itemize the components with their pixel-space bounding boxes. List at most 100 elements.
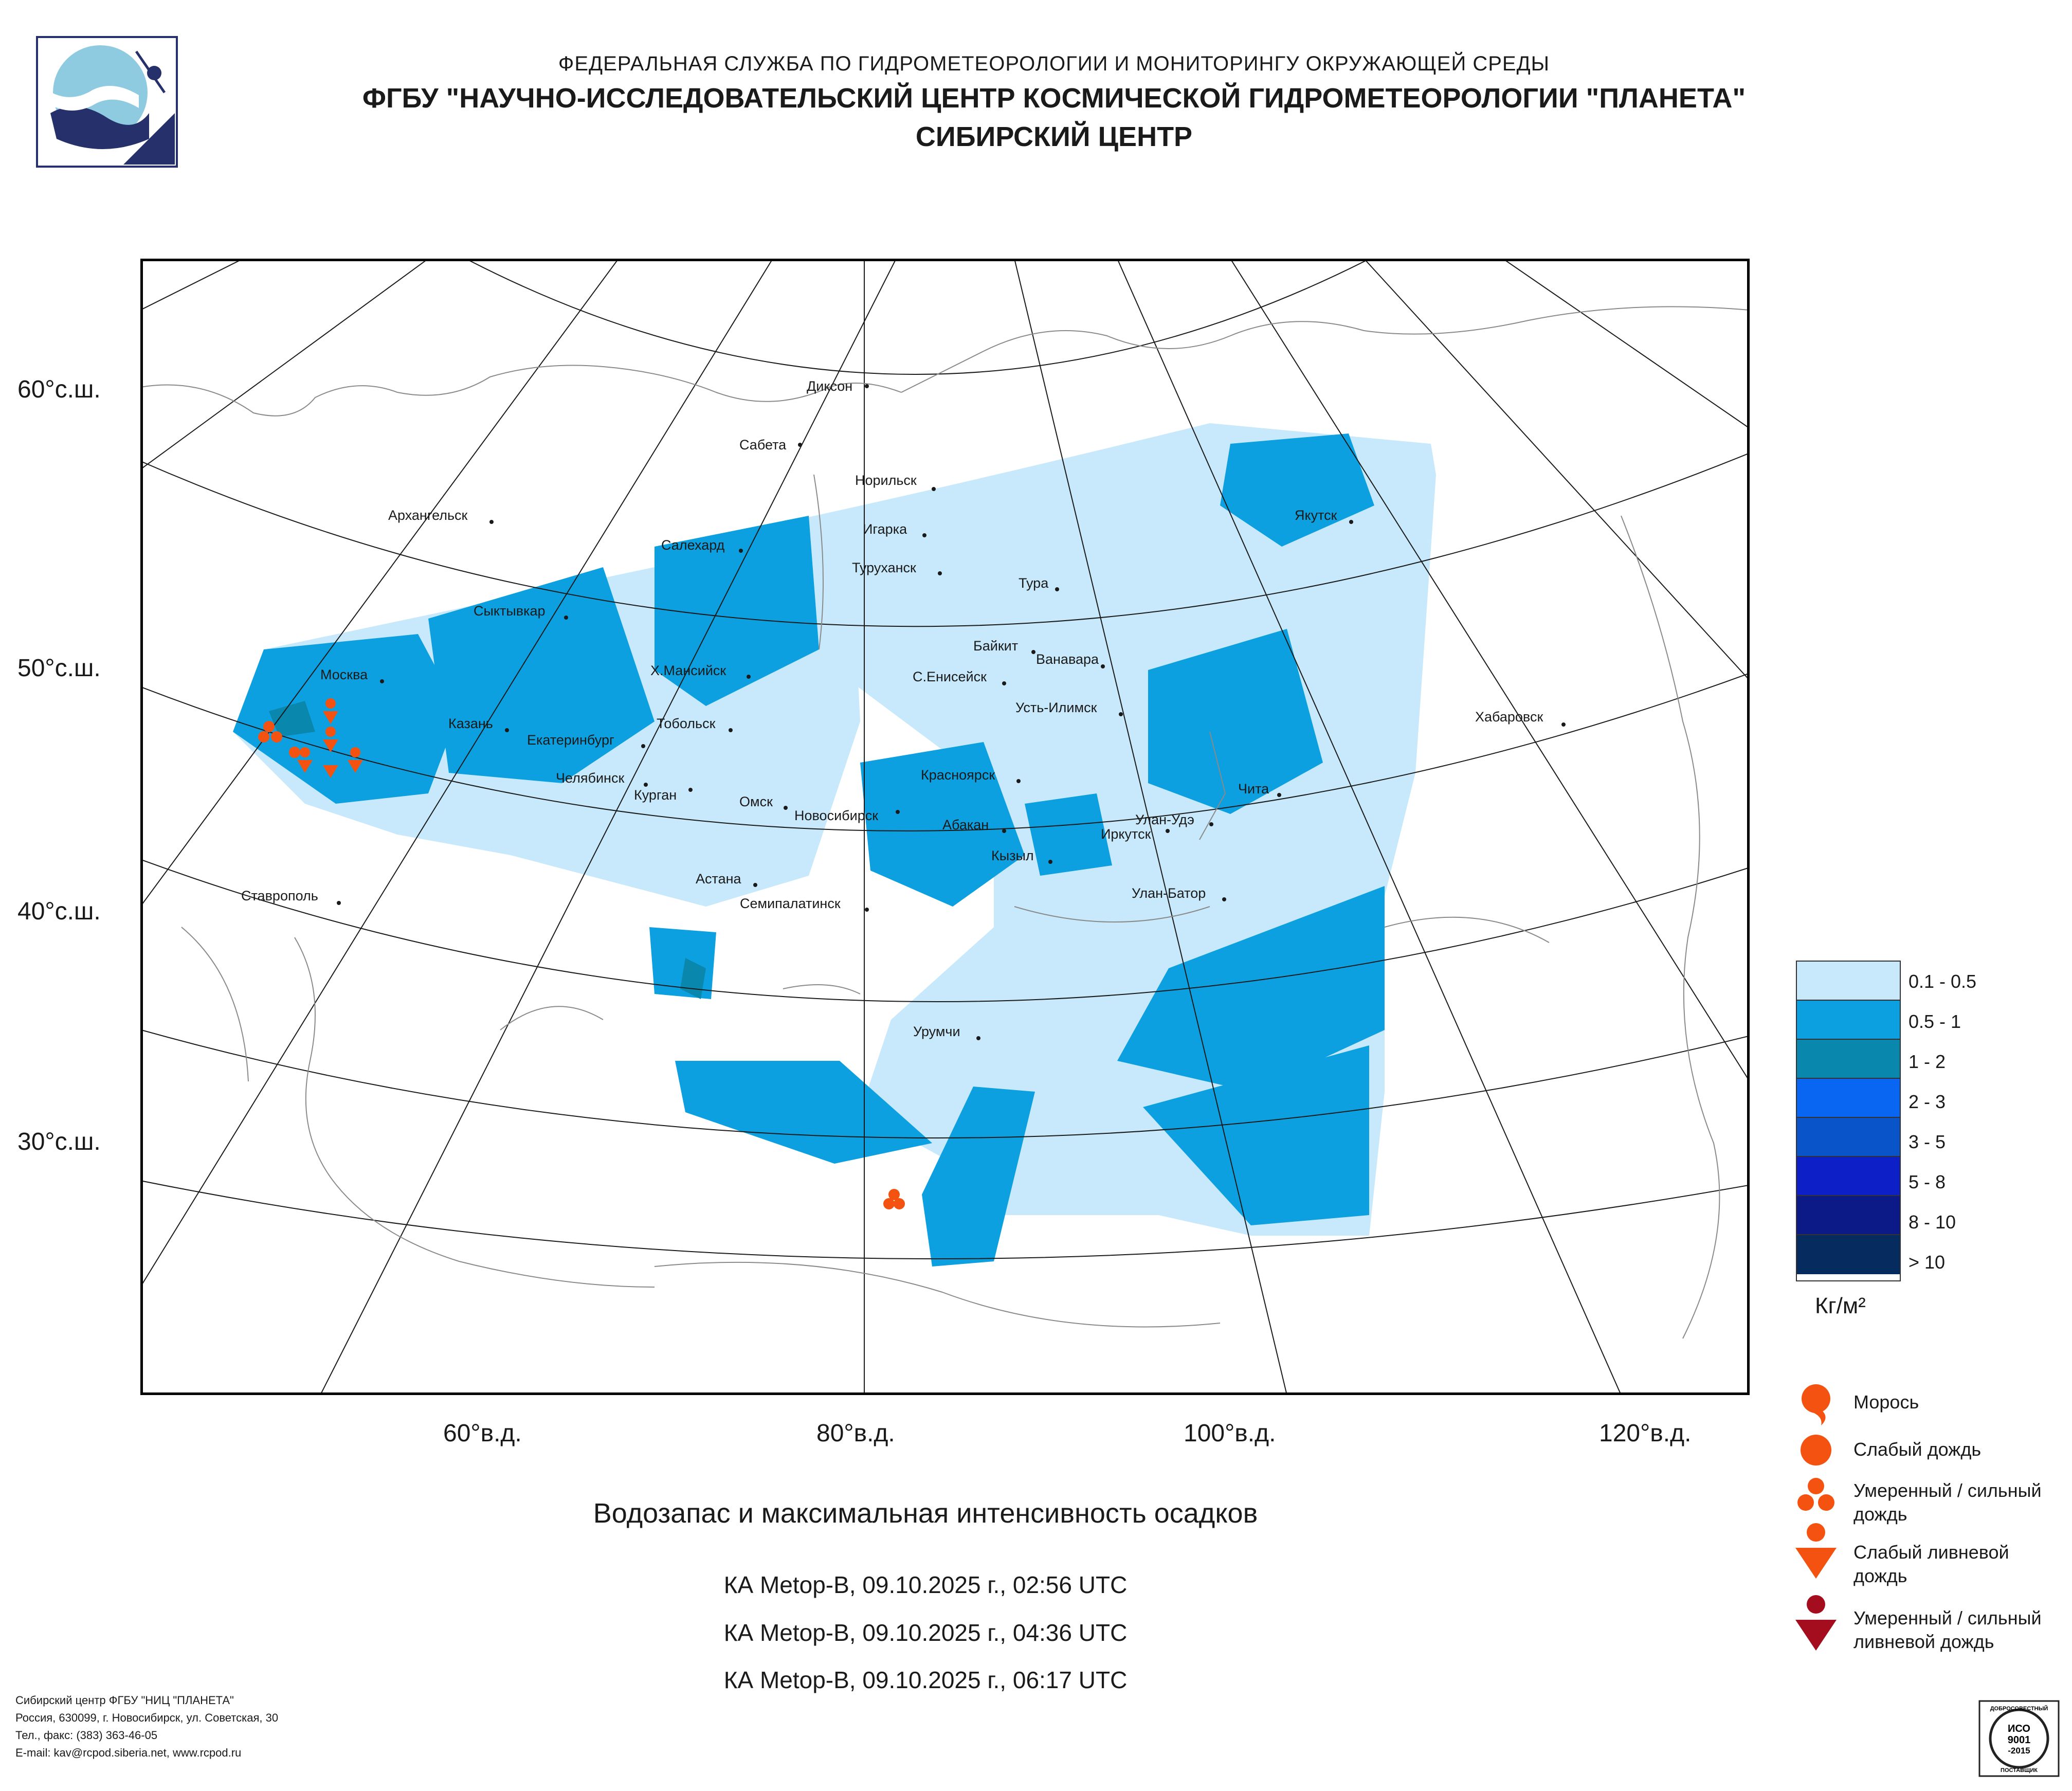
lat-label-50: 50°с.ш. <box>17 655 101 682</box>
symbol-label-drizzle: Морось <box>1853 1391 1919 1413</box>
rain-markers <box>258 698 905 1209</box>
city-omsk: Омск <box>739 794 773 809</box>
legend-label-5: 5 - 8 <box>1909 1171 1946 1192</box>
city-khanty-mansiysk: Х.Мансийск <box>650 663 726 678</box>
lat-label-60: 60°с.ш. <box>17 376 101 403</box>
meridians <box>140 259 1750 1395</box>
legend-label-4: 3 - 5 <box>1909 1131 1946 1152</box>
city-norilsk: Норильск <box>855 473 917 488</box>
city-dikson: Диксон <box>807 378 852 394</box>
city-ulan-ude: Улан-Удэ <box>1135 812 1194 827</box>
satellite-pass-2: КА Metop-B, 09.10.2025 г., 04:36 UTC <box>723 1619 1128 1646</box>
parallels <box>140 259 1750 1259</box>
coastlines <box>140 306 1750 1339</box>
city-yekaterinburg: Екатеринбург <box>527 732 614 748</box>
svg-text:ИСО: ИСО <box>2008 1723 2030 1734</box>
footer-email[interactable]: E-mail: kav@rcpod.siberia.net, www.rcpod… <box>15 1746 242 1759</box>
symbol-label-light-shower: Слабый ливневой дождь <box>1853 1542 2009 1586</box>
symbol-label-light-rain: Слабый дождь <box>1853 1439 1982 1460</box>
city-novosibirsk: Новосибирск <box>794 808 878 823</box>
symbol-legend-icons <box>1789 1378 1846 1666</box>
legend-swatch-0 <box>1797 962 1900 1001</box>
satellite-pass-3: КА Metop-B, 09.10.2025 г., 06:17 UTC <box>723 1667 1128 1693</box>
legend-label-2: 1 - 2 <box>1909 1051 1946 1072</box>
header-branch: СИБИРСКИЙ ЦЕНТР <box>915 121 1193 152</box>
city-salekhard: Салехард <box>661 537 725 553</box>
precipitation-map[interactable]: Диксон Сабета Норильск Архангельск Якутс… <box>140 259 1750 1395</box>
city-arkhangelsk: Архангельск <box>388 508 468 523</box>
city-sabeta: Сабета <box>739 437 787 453</box>
lon-label-80: 80°в.д. <box>816 1420 895 1447</box>
city-chita: Чита <box>1238 781 1269 797</box>
satellite-pass-1: КА Metop-B, 09.10.2025 г., 02:56 UTC <box>723 1571 1128 1598</box>
city-tura: Тура <box>1019 575 1049 591</box>
legend-unit: Кг/м² <box>1815 1293 1866 1318</box>
map-caption: Водозапас и максимальная интенсивность о… <box>593 1498 1258 1529</box>
city-yakutsk: Якутск <box>1295 508 1337 523</box>
city-kurgan: Курган <box>634 787 677 803</box>
legend-swatch-7 <box>1797 1235 1900 1274</box>
header-agency: ФЕДЕРАЛЬНАЯ СЛУЖБА ПО ГИДРОМЕТЕОРОЛОГИИ … <box>558 52 1550 75</box>
lon-label-60: 60°в.д. <box>443 1420 522 1447</box>
city-krasnoyarsk: Красноярск <box>921 767 995 783</box>
legend-label-7: > 10 <box>1909 1252 1946 1273</box>
city-khabarovsk: Хабаровск <box>1475 709 1543 725</box>
svg-text:ДОБРОСОВЕСТНЫЙ: ДОБРОСОВЕСТНЫЙ <box>1990 1705 2048 1712</box>
city-ulaanbaatar: Улан-Батор <box>1132 885 1206 901</box>
legend-swatch-2 <box>1797 1040 1900 1079</box>
header-center: ФГБУ "НАУЧНО-ИССЛЕДОВАТЕЛЬСКИЙ ЦЕНТР КОС… <box>362 83 1746 114</box>
precip-areas <box>233 433 1385 1267</box>
legend-swatch-6 <box>1797 1196 1900 1235</box>
lat-label-40: 40°с.ш. <box>17 898 101 925</box>
city-igarka: Игарка <box>863 521 907 537</box>
lat-label-30: 30°с.ш. <box>17 1128 101 1155</box>
iso-9001-badge: ДОБРОСОВЕСТНЫЙ ИСО 9001 -2015 ПОСТАВЩИК <box>1978 1700 2060 1777</box>
symbol-label-moderate-rain: Умеренный / сильный дождь <box>1853 1480 2042 1525</box>
city-moscow: Москва <box>320 667 368 682</box>
city-tobolsk: Тобольск <box>657 716 716 731</box>
city-kazan: Казань <box>448 716 493 731</box>
legend-swatch-5 <box>1797 1157 1900 1196</box>
moderate-rain-icon <box>1797 1478 1834 1511</box>
footer-contacts: Сибирский центр ФГБУ "НИЦ "ПЛАНЕТА" Росс… <box>15 1692 278 1762</box>
legend-swatch-1 <box>1797 1001 1900 1040</box>
light-rain-icon <box>1801 1435 1831 1466</box>
water-content-legend <box>1796 961 1901 1281</box>
legend-swatch-3 <box>1797 1079 1900 1118</box>
city-stavropol: Ставрополь <box>241 888 318 903</box>
city-baikit: Байкит <box>973 638 1018 654</box>
map-frame <box>140 259 1750 1395</box>
city-labels: Диксон Сабета Норильск Архангельск Якутс… <box>241 378 1566 1040</box>
city-syktyvkar: Сыктывкар <box>474 603 546 619</box>
footer-phone: Тел., факс: (383) 363-46-05 <box>15 1729 158 1742</box>
legend-label-6: 8 - 10 <box>1909 1211 1956 1233</box>
footer-org: Сибирский центр ФГБУ "НИЦ "ПЛАНЕТА" <box>15 1694 234 1707</box>
city-abakan: Абакан <box>942 817 989 833</box>
city-severo-yeniseysk: С.Енисейск <box>913 669 987 684</box>
city-irkutsk: Иркутск <box>1101 826 1151 842</box>
planeta-logo <box>36 36 178 168</box>
city-vanavara: Ванавара <box>1036 652 1099 667</box>
lon-label-120: 120°в.д. <box>1599 1420 1692 1447</box>
legend-swatch-4 <box>1797 1118 1900 1157</box>
city-semipalatinsk: Семипалатинск <box>740 896 841 911</box>
lon-label-100: 100°в.д. <box>1184 1420 1276 1447</box>
footer-address: Россия, 630099, г. Новосибирск, ул. Сове… <box>15 1711 279 1724</box>
precip-areas-heavier <box>269 701 706 999</box>
legend-label-3: 2 - 3 <box>1909 1091 1946 1112</box>
city-chelyabinsk: Челябинск <box>556 770 624 786</box>
svg-text:ПОСТАВЩИК: ПОСТАВЩИК <box>2001 1767 2038 1774</box>
drizzle-icon <box>1802 1384 1830 1425</box>
light-shower-icon <box>1795 1523 1837 1579</box>
symbol-label-heavy-shower: Умеренный / сильный ливневой дождь <box>1853 1607 2042 1652</box>
heavy-shower-icon <box>1795 1595 1837 1651</box>
legend-label-1: 0.5 - 1 <box>1909 1011 1961 1032</box>
city-ust-ilimsk: Усть-Илимск <box>1015 700 1097 715</box>
city-turukhansk: Туруханск <box>852 560 916 575</box>
legend-label-0: 0.1 - 0.5 <box>1909 971 1977 992</box>
svg-text:9001: 9001 <box>2008 1734 2031 1746</box>
city-urumqi: Урумчи <box>913 1024 960 1039</box>
svg-text:-2015: -2015 <box>2008 1746 2030 1756</box>
city-astana: Астана <box>696 871 741 887</box>
city-kyzyl: Кызыл <box>991 848 1034 863</box>
